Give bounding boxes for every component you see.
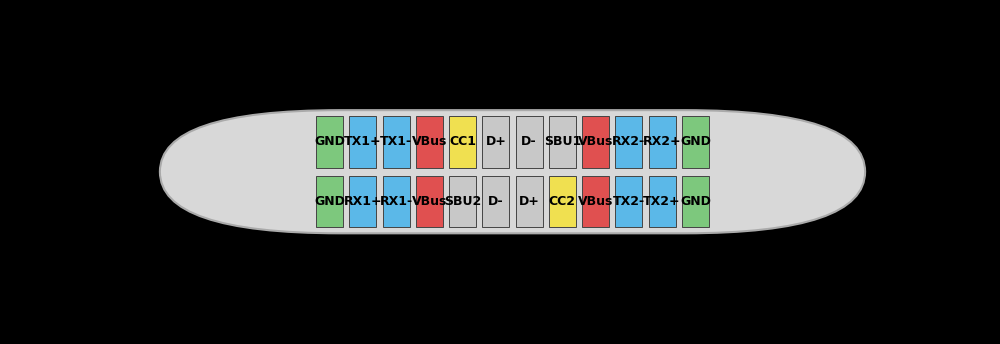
- Text: GND: GND: [680, 136, 711, 148]
- Text: VBus: VBus: [578, 136, 613, 148]
- Text: GND: GND: [314, 195, 345, 208]
- Text: TX2+: TX2+: [643, 195, 681, 208]
- Bar: [582, 116, 609, 168]
- Text: TX2-: TX2-: [613, 195, 645, 208]
- Text: D+: D+: [519, 195, 540, 208]
- Text: D+: D+: [485, 136, 506, 148]
- Bar: [416, 176, 443, 227]
- Bar: [383, 116, 410, 168]
- Text: CC2: CC2: [549, 195, 576, 208]
- Bar: [549, 176, 576, 227]
- Text: TX1+: TX1+: [344, 136, 382, 148]
- Bar: [682, 116, 709, 168]
- Text: GND: GND: [314, 136, 345, 148]
- Bar: [482, 116, 509, 168]
- Text: D-: D-: [521, 136, 537, 148]
- Bar: [449, 176, 476, 227]
- Bar: [682, 176, 709, 227]
- Text: RX2+: RX2+: [643, 136, 681, 148]
- Bar: [649, 176, 676, 227]
- Text: VBus: VBus: [412, 195, 447, 208]
- Bar: [649, 116, 676, 168]
- Bar: [316, 116, 343, 168]
- Bar: [549, 116, 576, 168]
- Text: VBus: VBus: [412, 136, 447, 148]
- Bar: [615, 116, 642, 168]
- Bar: [615, 176, 642, 227]
- Bar: [349, 176, 376, 227]
- Text: RX1-: RX1-: [380, 195, 413, 208]
- Bar: [449, 116, 476, 168]
- Text: CC1: CC1: [449, 136, 476, 148]
- Text: D-: D-: [488, 195, 504, 208]
- Text: TX1-: TX1-: [380, 136, 412, 148]
- Bar: [383, 176, 410, 227]
- Bar: [416, 116, 443, 168]
- Text: VBus: VBus: [578, 195, 613, 208]
- Text: GND: GND: [680, 195, 711, 208]
- Text: SBU2: SBU2: [444, 195, 481, 208]
- Text: RX2-: RX2-: [612, 136, 645, 148]
- Text: SBU1: SBU1: [544, 136, 581, 148]
- FancyBboxPatch shape: [160, 110, 865, 233]
- Bar: [316, 176, 343, 227]
- Text: RX1+: RX1+: [344, 195, 382, 208]
- Bar: [349, 116, 376, 168]
- Bar: [516, 176, 543, 227]
- Bar: [516, 116, 543, 168]
- Bar: [582, 176, 609, 227]
- Bar: [482, 176, 509, 227]
